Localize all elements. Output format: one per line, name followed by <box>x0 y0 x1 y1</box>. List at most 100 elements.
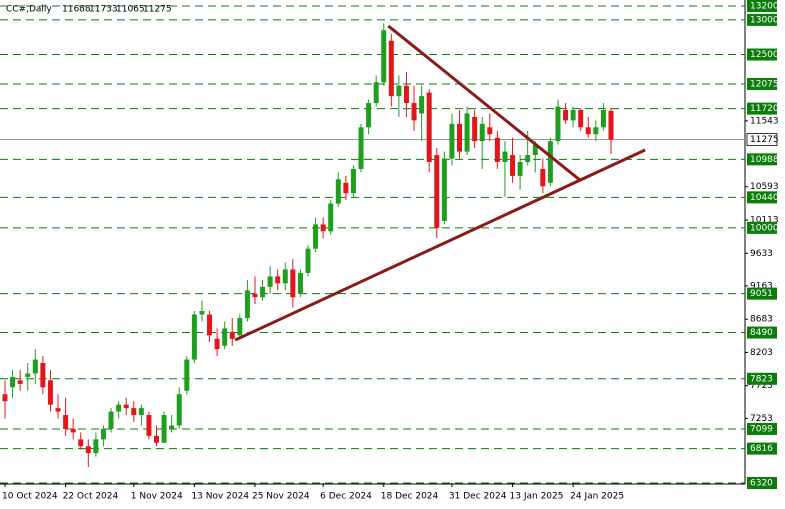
candle-body <box>464 113 470 152</box>
x-tick-label: 31 Dec 2024 <box>449 492 507 502</box>
candle-body <box>260 286 266 298</box>
candle-body <box>78 439 84 447</box>
candle-body <box>403 85 409 104</box>
level-label: 12500 <box>750 50 779 60</box>
candle-body <box>540 168 546 187</box>
level-label: 10988 <box>750 155 779 165</box>
level-box <box>747 191 777 204</box>
ohlc-low: 11065 <box>116 5 145 15</box>
candle-body <box>494 137 500 162</box>
candle-body <box>25 373 31 377</box>
candle-body <box>32 359 38 374</box>
candle-body <box>388 40 394 97</box>
ohlc-open: 11688 <box>62 5 91 15</box>
candle-body <box>237 317 243 336</box>
candle-body <box>17 380 23 384</box>
candle-body <box>161 415 167 443</box>
candle-body <box>244 290 250 318</box>
level-box <box>747 221 777 234</box>
candle-body <box>335 179 341 204</box>
level-box <box>747 102 777 115</box>
chart-title: CC#,Daily <box>6 5 52 15</box>
candle-body <box>320 224 326 232</box>
candle-body <box>222 328 228 346</box>
level-label: 12075 <box>750 79 779 89</box>
level-box <box>747 13 777 26</box>
level-box <box>747 422 777 435</box>
level-label: 6320 <box>750 479 773 489</box>
candle-body <box>328 203 334 232</box>
candle-body <box>350 168 356 194</box>
x-tick-label: 13 Nov 2024 <box>191 492 249 502</box>
level-box <box>747 477 777 489</box>
candle-body <box>525 155 531 162</box>
current-price-box <box>746 132 778 146</box>
candle-body <box>396 85 402 97</box>
y-tick-label: 10593 <box>750 182 779 192</box>
candle-body <box>570 109 576 121</box>
candle-body <box>510 155 516 176</box>
level-box <box>747 153 777 166</box>
candle-body <box>290 269 296 298</box>
level-label: 13000 <box>750 15 779 25</box>
candle-body <box>297 272 303 294</box>
level-label: 10440 <box>750 193 779 203</box>
x-tick-label: 25 Nov 2024 <box>252 492 310 502</box>
candle-body <box>70 428 76 433</box>
y-tick-label: 11543 <box>750 116 779 126</box>
candle-body <box>252 293 258 298</box>
y-tick-label: 9163 <box>750 281 773 291</box>
candle-body <box>229 331 235 339</box>
level-label: 7823 <box>750 374 773 384</box>
candle-body <box>532 144 538 156</box>
candle-body <box>593 127 599 135</box>
current-price-label: 11275 <box>750 135 779 145</box>
level-label: 11720 <box>750 104 779 114</box>
level-box <box>747 0 777 12</box>
candle-body <box>123 404 129 409</box>
candle-body <box>457 123 462 152</box>
candle-body <box>267 276 273 287</box>
candle-body <box>199 311 205 315</box>
candle-body <box>138 408 144 416</box>
candle-body <box>441 158 447 221</box>
candle-body <box>10 376 16 388</box>
x-tick-label: 13 Jan 2025 <box>510 492 564 502</box>
candle-body <box>555 106 561 142</box>
level-box <box>747 372 777 385</box>
candle-body <box>2 394 8 402</box>
x-tick-label: 6 Dec 2024 <box>320 492 372 502</box>
candle-body <box>282 269 288 284</box>
candle-body <box>373 82 379 104</box>
candle-body <box>517 161 523 176</box>
candle-body <box>100 428 106 440</box>
level-label: 10000 <box>750 223 779 233</box>
candle-body <box>578 109 584 128</box>
candle-body <box>479 123 485 142</box>
level-box <box>747 77 777 90</box>
candle-body <box>191 314 197 360</box>
level-box <box>747 442 777 455</box>
level-label: 7099 <box>750 424 773 434</box>
level-label: 6816 <box>750 444 773 454</box>
candle-body <box>169 425 175 429</box>
candle-body <box>563 109 569 121</box>
y-tick-label: 8683 <box>750 315 773 325</box>
candle-body <box>419 96 425 114</box>
candle-body <box>472 116 478 142</box>
candle-body <box>93 439 99 454</box>
candle-body <box>585 127 591 135</box>
candle-body <box>47 380 53 405</box>
candle-body <box>343 182 349 194</box>
candle-body <box>411 103 417 121</box>
candle-body <box>55 408 61 412</box>
candle-body <box>449 123 455 159</box>
level-box <box>747 287 777 300</box>
candle-body <box>547 141 553 183</box>
level-label: 8490 <box>750 328 773 338</box>
candle-body <box>305 248 311 273</box>
ohlc-high: 11733 <box>89 5 118 15</box>
candle-body <box>366 103 372 128</box>
candle-body <box>434 155 440 228</box>
